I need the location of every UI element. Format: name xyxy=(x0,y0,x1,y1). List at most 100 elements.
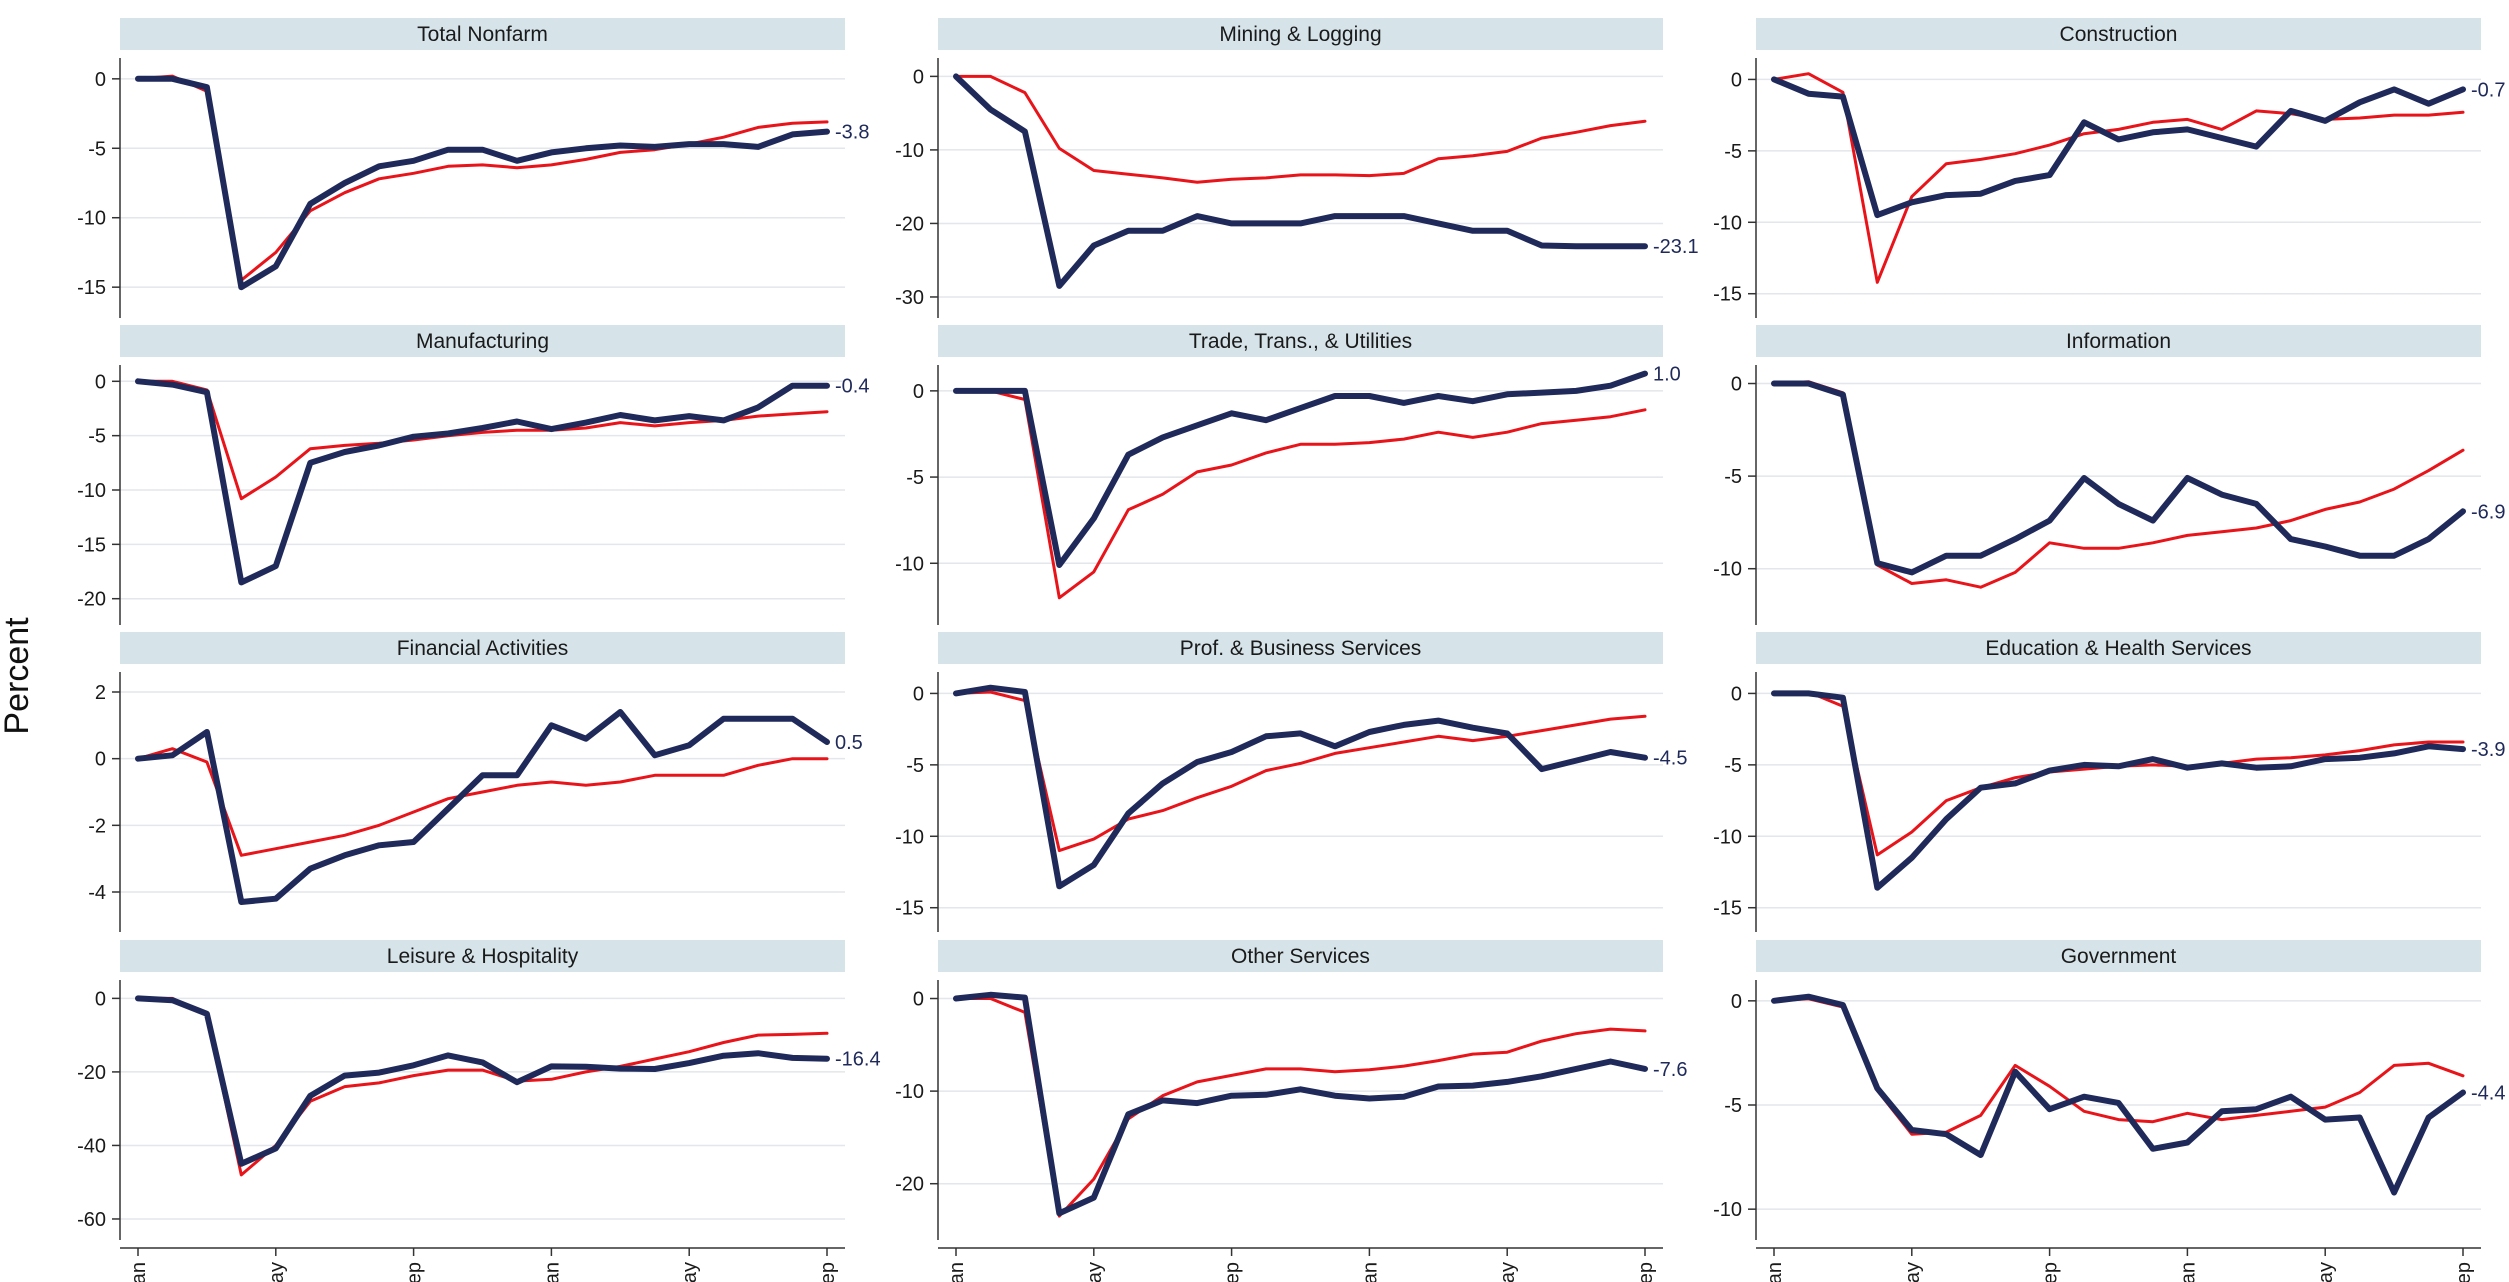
panel-manufacturing-thin-series-line xyxy=(136,379,829,501)
panel-trade-trans-and-utilities-thin-series-line xyxy=(954,389,1647,600)
panel-manufacturing-y-tick-label: -20 xyxy=(77,589,106,611)
panel-leisure-and-hospitality-title-strip xyxy=(120,940,845,972)
panel-grid: Total Nonfarm 0 -5 -10 -15 -3.8 Mining & Loggi… xyxy=(77,18,2505,1282)
panel-trade-trans-and-utilities-y-tick-label: -5 xyxy=(906,467,924,489)
panel-other-services-x-tick-label: Sep xyxy=(1222,1262,1244,1282)
panel-prof-and-business-services-y-tick-label: -5 xyxy=(906,755,924,777)
panel-other-services-y-tick-label: -20 xyxy=(895,1174,924,1196)
panel-education-and-health-services-y-tick-label: 0 xyxy=(1731,683,1742,705)
panel-financial-activities-y-tick-label: -4 xyxy=(88,882,106,904)
panel-information-end-value-label: -6.9 xyxy=(2471,501,2505,523)
panel-education-and-health-services: Education & Health Services 0 -5 -10 -15 -3.9 xyxy=(1713,632,2505,932)
panel-construction: Construction 0 -5 -10 -15 -0.7 xyxy=(1713,18,2505,318)
panel-prof-and-business-services: Prof. & Business Services 0 -5 -10 -15 -4.5 xyxy=(895,632,1687,932)
panel-financial-activities: Financial Activities 2 0 -2 -4 0.5 xyxy=(88,632,863,932)
panel-information: Information 0 -5 -10 -6.9 xyxy=(1713,325,2505,625)
panel-mining-and-logging: Mining & Logging 0 -10 -20 -30 -23.1 xyxy=(895,18,1699,318)
panel-mining-and-logging-y-tick-label: 0 xyxy=(913,66,924,88)
panel-financial-activities-title-strip xyxy=(120,632,845,664)
panel-total-nonfarm-thin-series-line xyxy=(136,74,829,282)
panel-total-nonfarm-y-tick-label: 0 xyxy=(95,69,106,91)
panel-prof-and-business-services-end-value-label: -4.5 xyxy=(1653,748,1687,770)
panel-prof-and-business-services-bold-series-line xyxy=(953,684,1648,890)
panel-other-services-title: Other Services xyxy=(1231,945,1370,968)
panel-education-and-health-services-y-tick-label: -15 xyxy=(1713,898,1742,920)
panel-financial-activities-y-tick-label: 0 xyxy=(95,749,106,771)
panel-mining-and-logging-y-tick-label: -30 xyxy=(895,287,924,309)
panel-mining-and-logging-title-strip xyxy=(938,18,1663,50)
panel-construction-title-strip xyxy=(1756,18,2481,50)
panel-other-services-y-tick-label: -10 xyxy=(895,1081,924,1103)
panel-other-services-x-tick-label: May xyxy=(1084,1262,1106,1282)
panel-government-x-tick-label: Sep xyxy=(2453,1262,2475,1282)
panel-total-nonfarm-title-strip xyxy=(120,18,845,50)
panel-leisure-and-hospitality-bold-series-line xyxy=(135,995,830,1167)
panel-information-title: Information xyxy=(2066,330,2171,353)
panel-other-services: Other Services 0 -10 -20 Jan May Sep Jan May Sep -… xyxy=(895,940,1687,1282)
panel-mining-and-logging-title: Mining & Logging xyxy=(1219,23,1381,46)
panel-manufacturing-y-tick-label: -15 xyxy=(77,534,106,556)
panel-total-nonfarm-title: Total Nonfarm xyxy=(417,23,548,46)
panel-education-and-health-services-y-tick-label: -10 xyxy=(1713,826,1742,848)
panel-total-nonfarm-end-value-label: -3.8 xyxy=(835,122,869,144)
panel-construction-y-tick-label: -5 xyxy=(1724,141,1742,163)
panel-other-services-bold-series-line xyxy=(953,991,1648,1217)
panel-information-y-tick-label: -5 xyxy=(1724,466,1742,488)
panel-government-bold-series-line xyxy=(1771,993,2466,1196)
panel-government-x-tick-label: Jan xyxy=(1764,1262,1786,1282)
panel-financial-activities-thin-series-line xyxy=(136,747,829,857)
panel-financial-activities-y-tick-label: -2 xyxy=(88,815,106,837)
panel-leisure-and-hospitality-title: Leisure & Hospitality xyxy=(387,945,579,968)
panel-construction-y-tick-label: -10 xyxy=(1713,212,1742,234)
panel-other-services-y-tick-label: 0 xyxy=(913,989,924,1011)
panel-manufacturing-title: Manufacturing xyxy=(416,330,549,353)
panel-other-services-title-strip xyxy=(938,940,1663,972)
panel-trade-trans-and-utilities-bold-series-line xyxy=(953,370,1648,568)
panel-total-nonfarm-y-tick-label: -5 xyxy=(88,138,106,160)
panel-construction-y-tick-label: -15 xyxy=(1713,284,1742,306)
panel-leisure-and-hospitality-x-tick-label: Jan xyxy=(128,1262,150,1282)
panel-manufacturing-y-tick-label: -5 xyxy=(88,426,106,448)
panel-leisure-and-hospitality: Leisure & Hospitality 0 -20 -40 -60 Jan May Sep… xyxy=(77,940,881,1282)
panel-prof-and-business-services-title-strip xyxy=(938,632,1663,664)
panel-leisure-and-hospitality-x-tick-label: Sep xyxy=(404,1262,426,1282)
panel-education-and-health-services-title-strip xyxy=(1756,632,2481,664)
panel-information-title-strip xyxy=(1756,325,2481,357)
panel-total-nonfarm-y-tick-label: -15 xyxy=(77,277,106,299)
panel-construction-thin-series-line xyxy=(1772,72,2465,284)
panel-government-title: Government xyxy=(2061,945,2177,968)
panel-education-and-health-services-y-tick-label: -5 xyxy=(1724,755,1742,777)
panel-total-nonfarm: Total Nonfarm 0 -5 -10 -15 -3.8 xyxy=(77,18,869,318)
panel-financial-activities-bold-series-line xyxy=(135,709,830,905)
panel-trade-trans-and-utilities: Trade, Trans., & Utilities 0 -5 -10 1.0 xyxy=(895,325,1681,625)
panel-trade-trans-and-utilities-title: Trade, Trans., & Utilities xyxy=(1189,330,1412,353)
panel-mining-and-logging-thin-series-line xyxy=(954,74,1647,184)
panel-manufacturing-bold-series-line xyxy=(135,378,830,586)
panel-manufacturing-y-tick-label: -10 xyxy=(77,480,106,502)
y-axis-label: Percent xyxy=(0,617,36,735)
panel-trade-trans-and-utilities-end-value-label: 1.0 xyxy=(1653,364,1681,386)
panel-other-services-x-tick-label: Jan xyxy=(946,1262,968,1282)
panel-government-y-tick-label: -10 xyxy=(1713,1199,1742,1221)
panel-manufacturing-end-value-label: -0.4 xyxy=(835,376,869,398)
panel-mining-and-logging-y-tick-label: -20 xyxy=(895,213,924,235)
panel-government-thin-series-line xyxy=(1772,997,2465,1136)
panel-leisure-and-hospitality-x-tick-label: May xyxy=(679,1262,701,1282)
panel-leisure-and-hospitality-x-tick-label: May xyxy=(266,1262,288,1282)
panel-education-and-health-services-title: Education & Health Services xyxy=(1985,637,2251,660)
panel-other-services-end-value-label: -7.6 xyxy=(1653,1059,1687,1081)
panel-leisure-and-hospitality-x-tick-label: Jan xyxy=(541,1262,563,1282)
panel-construction-bold-series-line xyxy=(1771,76,2466,219)
panel-manufacturing-y-tick-label: 0 xyxy=(95,371,106,393)
panel-other-services-thin-series-line xyxy=(954,997,1647,1218)
panel-government-end-value-label: -4.4 xyxy=(2471,1083,2505,1105)
panel-government: Government 0 -5 -10 Jan May Sep Jan May Sep -4.4 xyxy=(1713,940,2505,1282)
panel-trade-trans-and-utilities-y-tick-label: 0 xyxy=(913,381,924,403)
panel-leisure-and-hospitality-end-value-label: -16.4 xyxy=(835,1049,881,1071)
panel-financial-activities-y-tick-label: 2 xyxy=(95,682,106,704)
panel-education-and-health-services-bold-series-line xyxy=(1771,690,2466,891)
panel-government-y-tick-label: -5 xyxy=(1724,1095,1742,1117)
panel-financial-activities-title: Financial Activities xyxy=(397,637,569,660)
panel-manufacturing-title-strip xyxy=(120,325,845,357)
panel-manufacturing: Manufacturing 0 -5 -10 -15 -20 -0.4 xyxy=(77,325,869,625)
